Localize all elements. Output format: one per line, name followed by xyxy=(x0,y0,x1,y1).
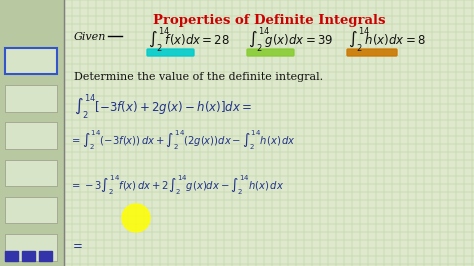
Bar xyxy=(39,251,52,261)
Text: $\int_{2}^{14} [-3f(x) + 2g(x) - h(x)]dx =$: $\int_{2}^{14} [-3f(x) + 2g(x) - h(x)]dx… xyxy=(74,92,252,121)
Bar xyxy=(5,85,57,112)
FancyBboxPatch shape xyxy=(147,49,194,56)
Text: $\int_{2}^{14}\!\! h(x)dx = 8$: $\int_{2}^{14}\!\! h(x)dx = 8$ xyxy=(348,25,426,54)
Bar xyxy=(5,160,57,186)
Bar xyxy=(5,197,57,223)
Text: $\int_{2}^{14}\!\! g(x)dx = 39$: $\int_{2}^{14}\!\! g(x)dx = 39$ xyxy=(248,25,333,54)
Text: Determine the value of the definite integral.: Determine the value of the definite inte… xyxy=(74,72,323,82)
Text: Given: Given xyxy=(74,32,106,42)
Bar xyxy=(22,251,35,261)
Text: $= \int_{2}^{14}(-3f(x))\,dx + \int_{2}^{14}(2g(x))dx - \int_{2}^{14}h(x)\,dx$: $= \int_{2}^{14}(-3f(x))\,dx + \int_{2}^… xyxy=(70,128,296,152)
Bar xyxy=(5,122,57,149)
Text: $=$: $=$ xyxy=(70,238,83,251)
Text: $\int_{2}^{14}\!\! f(x)dx = 28$: $\int_{2}^{14}\!\! f(x)dx = 28$ xyxy=(148,25,230,54)
Bar xyxy=(5,251,18,261)
Text: Properties of Definite Integrals: Properties of Definite Integrals xyxy=(153,14,385,27)
Bar xyxy=(0,0,64,266)
FancyBboxPatch shape xyxy=(347,49,397,56)
Bar xyxy=(5,48,57,74)
Circle shape xyxy=(122,204,150,232)
Text: $= -3\int_{2}^{14}f(x)\,dx + 2\int_{2}^{14}g(x)dx - \int_{2}^{14}h(x)\,dx$: $= -3\int_{2}^{14}f(x)\,dx + 2\int_{2}^{… xyxy=(70,173,284,197)
Bar xyxy=(5,48,57,74)
FancyBboxPatch shape xyxy=(247,49,294,56)
Bar xyxy=(5,234,57,261)
